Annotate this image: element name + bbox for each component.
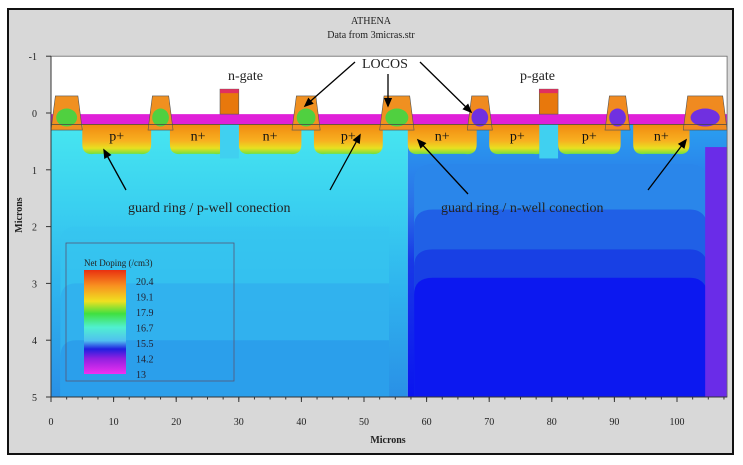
annotation-arrow <box>417 139 469 195</box>
x-tick-label: 0 <box>49 417 54 428</box>
implant-region <box>238 124 302 155</box>
legend-level-label: 17.9 <box>136 308 154 319</box>
implant-region <box>169 124 227 155</box>
arrow-head <box>462 103 473 114</box>
region-label: p+ <box>109 129 124 144</box>
legend-level-label: 19.1 <box>136 293 154 304</box>
locos-contour <box>385 108 409 127</box>
guard-ring-p-label: guard ring / p-well conection <box>128 201 291 216</box>
region-label: p+ <box>510 129 525 144</box>
locos-contour <box>471 108 489 127</box>
annotation-arrow <box>647 139 687 191</box>
locos-contour <box>609 108 626 127</box>
locos-contour <box>296 108 316 127</box>
locos-label: LOCOS <box>362 57 408 72</box>
implant-region <box>558 124 621 155</box>
legend-level-label: 16.7 <box>136 324 154 335</box>
n-well-contour <box>414 277 709 397</box>
legend-level-label: 14.2 <box>136 355 154 366</box>
y-tick-label: -1 <box>29 52 37 63</box>
x-tick-label: 80 <box>547 417 557 428</box>
x-axis-label: Microns <box>370 435 405 446</box>
x-tick-label: 20 <box>171 417 181 428</box>
y-tick-label: 5 <box>32 393 37 404</box>
y-tick-label: 1 <box>32 166 37 177</box>
y-tick-label: 2 <box>32 223 37 234</box>
implant-region <box>313 124 383 155</box>
guard-ring-n-label: guard ring / n-well conection <box>441 201 604 216</box>
chart-title: ATHENA <box>351 16 392 27</box>
legend: Net Doping (/cm3) 20.4 19.1 17.9 16.7 15.5 14… <box>65 242 235 382</box>
implant-region <box>633 124 690 155</box>
x-tick-label: 40 <box>296 417 306 428</box>
legend-colorbar <box>84 270 126 374</box>
region-label: n+ <box>191 129 206 144</box>
annotation-arrow <box>419 61 472 113</box>
legend-box <box>65 242 235 382</box>
arrow-head <box>416 138 427 149</box>
y-tick-label: 0 <box>32 109 37 120</box>
y-axis-label: Microns <box>14 197 25 232</box>
annotation-arrow <box>304 61 356 107</box>
annotation-arrow <box>329 134 361 191</box>
annotations: n-gate LOCOS p-gate guard ring / p-well … <box>103 57 688 216</box>
plot-area <box>50 55 728 398</box>
n-gate-top <box>220 89 239 94</box>
n-gate-channel <box>220 124 239 159</box>
x-tick-label: 70 <box>484 417 494 428</box>
region-label: n+ <box>263 129 278 144</box>
implant-region <box>489 124 546 155</box>
legend-level-label: 13 <box>136 370 146 381</box>
x-tick-label: 10 <box>109 417 119 428</box>
x-tick-label: 30 <box>234 417 244 428</box>
arrow-head <box>303 97 314 108</box>
arrow-head <box>352 133 361 145</box>
x-tick-label: 50 <box>359 417 369 428</box>
implant-region <box>82 124 152 155</box>
n-gate-label: n-gate <box>228 69 263 84</box>
region-label: p+ <box>582 129 597 144</box>
locos-contour <box>690 108 720 127</box>
arrow-head <box>383 97 393 108</box>
x-tick-label: 90 <box>609 417 619 428</box>
arrow-head <box>677 138 688 149</box>
legend-level-label: 15.5 <box>136 339 154 350</box>
x-tick-label: 100 <box>670 417 685 428</box>
region-label: p+ <box>341 129 356 144</box>
n-well-edge-contour <box>705 147 728 397</box>
legend-level-label: 20.4 <box>136 277 154 288</box>
y-tick-label: 4 <box>32 336 37 347</box>
region-label: n+ <box>435 129 450 144</box>
y-tick-label: 3 <box>32 279 37 290</box>
locos-contour <box>152 108 169 127</box>
p-gate-channel <box>539 124 559 159</box>
region-label: n+ <box>654 129 669 144</box>
axes: 0 10 20 30 40 50 60 70 80 90 100 -1 0 1 2 3 4 5 <box>29 52 728 428</box>
p-well-contour <box>60 340 390 397</box>
p-gate-label: p-gate <box>520 69 555 84</box>
chart-subtitle: Data from 3micras.str <box>327 30 415 41</box>
legend-title: Net Doping (/cm3) <box>84 258 152 268</box>
p-gate-top <box>539 89 559 94</box>
locos-contour <box>56 108 78 127</box>
arrow-head <box>103 148 112 159</box>
x-tick-label: 60 <box>422 417 432 428</box>
